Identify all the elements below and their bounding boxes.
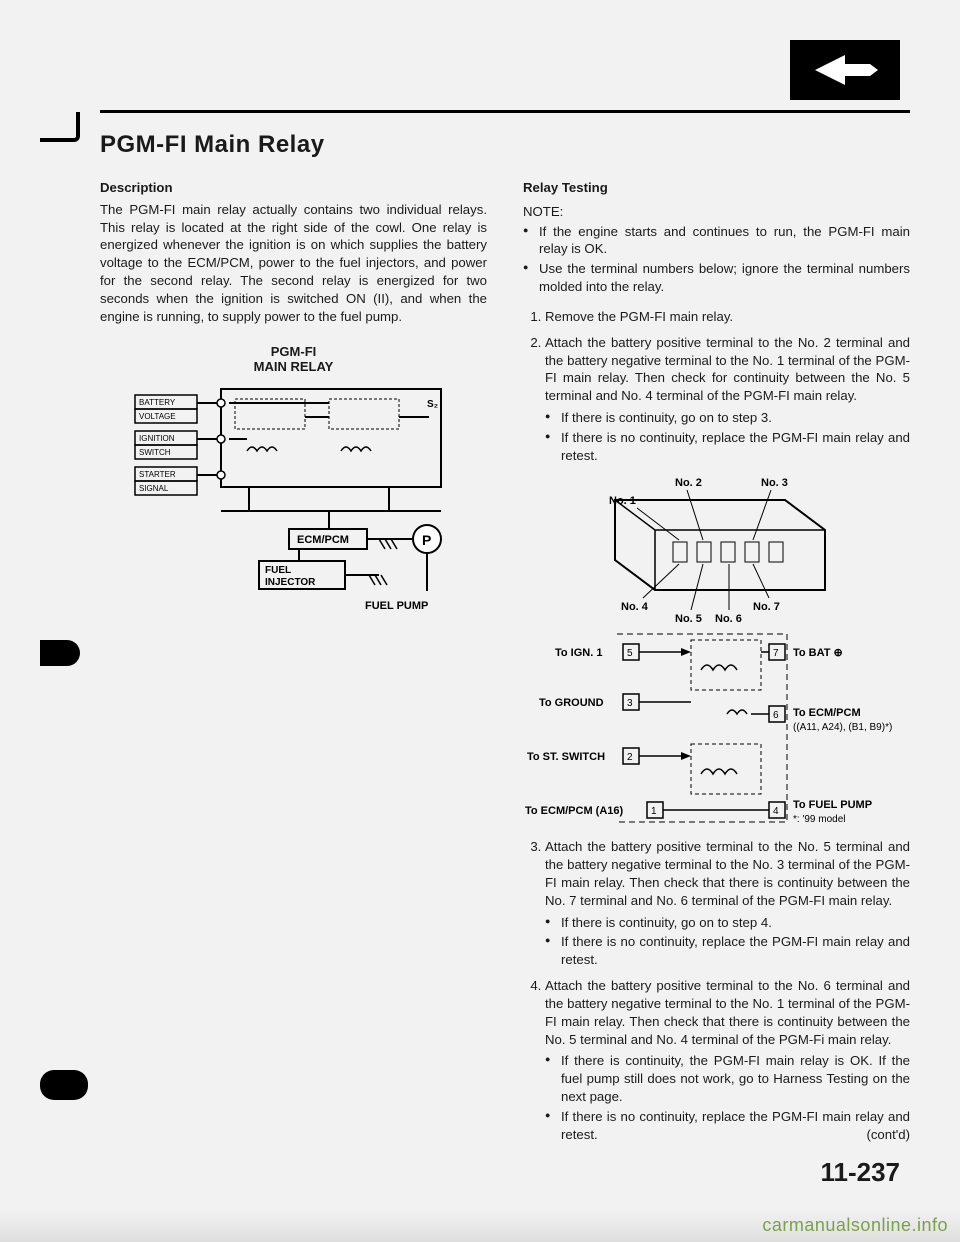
svg-text:To GROUND: To GROUND xyxy=(539,697,604,709)
svg-text:To ECM/PCM: To ECM/PCM xyxy=(793,707,861,719)
note-item: If the engine starts and continues to ru… xyxy=(523,223,910,259)
page-title: PGM-FI Main Relay xyxy=(100,131,910,159)
contd-label: (cont'd) xyxy=(866,1126,910,1144)
substep-item: If there is continuity, the PGM-FI main … xyxy=(545,1052,910,1105)
note-label: NOTE: xyxy=(523,203,910,221)
p-badge: P xyxy=(422,532,431,548)
svg-text:FUEL: FUEL xyxy=(265,565,291,576)
svg-text:5: 5 xyxy=(627,648,633,659)
svg-text:To ECM/PCM (A16): To ECM/PCM (A16) xyxy=(525,805,624,817)
svg-text:To FUEL PUMP: To FUEL PUMP xyxy=(793,799,872,811)
step-item: Attach the battery positive terminal to … xyxy=(545,838,910,969)
substep-item: If there is no continuity, replace the P… xyxy=(545,933,910,969)
substep-text: If there is no continuity, replace the P… xyxy=(561,1109,910,1142)
label: VOLTAGE xyxy=(139,412,176,421)
arrow-logo-icon xyxy=(810,50,880,90)
substep-list: If there is continuity, the PGM-FI main … xyxy=(545,1052,910,1143)
substep-item: If there is no continuity, replace the P… xyxy=(545,429,910,465)
page-number: 11-237 xyxy=(820,1157,900,1188)
label: BATTERY xyxy=(139,398,176,407)
step-text: Attach the battery positive terminal to … xyxy=(545,335,910,403)
manual-page: PGM-FI Main Relay Description The PGM-FI… xyxy=(0,0,960,1242)
svg-text:No. 7: No. 7 xyxy=(753,601,780,613)
note-item: Use the terminal numbers below; ignore t… xyxy=(523,260,910,296)
svg-text:6: 6 xyxy=(773,710,779,721)
step-text: Attach the battery positive terminal to … xyxy=(545,978,910,1046)
caption-line: MAIN RELAY xyxy=(254,359,334,374)
watermark: carmanualsonline.info xyxy=(0,1209,960,1242)
substep-item: If there is continuity, go on to step 4. xyxy=(545,914,910,932)
description-heading: Description xyxy=(100,179,487,197)
svg-text:To BAT ⊕: To BAT ⊕ xyxy=(793,647,843,659)
svg-text:No. 4: No. 4 xyxy=(621,601,649,613)
substep-item: If there is continuity, go on to step 3. xyxy=(545,409,910,427)
svg-text:To ST. SWITCH: To ST. SWITCH xyxy=(527,751,605,763)
svg-text:2: 2 xyxy=(627,752,633,763)
relay-terminal-diagram: No. 2 No. 3 No. 1 xyxy=(525,470,905,830)
ecm-label: ECM/PCM xyxy=(297,534,349,546)
right-column: Relay Testing NOTE: If the engine starts… xyxy=(523,179,910,1151)
svg-text:INJECTOR: INJECTOR xyxy=(265,577,316,588)
step-item: Remove the PGM-FI main relay. xyxy=(545,308,910,326)
left-column: Description The PGM-FI main relay actual… xyxy=(100,179,487,1151)
svg-text:3: 3 xyxy=(627,698,633,709)
top-rule xyxy=(100,110,910,113)
step-item: Attach the battery positive terminal to … xyxy=(545,977,910,1143)
svg-text:*: '99 model: *: '99 model xyxy=(793,814,846,825)
relay-testing-heading: Relay Testing xyxy=(523,179,910,197)
procedure-steps: Remove the PGM-FI main relay. Attach the… xyxy=(523,308,910,1144)
svg-text:No. 5: No. 5 xyxy=(675,613,702,625)
label: IGNITION xyxy=(139,434,175,443)
wiring-diagram: PGM-FI MAIN RELAY BATTERY VOLTAGE IGNITI… xyxy=(100,344,487,621)
substep-list: If there is continuity, go on to step 3.… xyxy=(545,409,910,464)
svg-text:S₂: S₂ xyxy=(427,399,438,410)
wiring-diagram-svg: BATTERY VOLTAGE IGNITION SWITCH STARTER … xyxy=(129,381,459,621)
substep-item: If there is no continuity, replace the P… xyxy=(545,1108,910,1144)
step-item: Attach the battery positive terminal to … xyxy=(545,334,910,831)
label: STARTER xyxy=(139,470,176,479)
svg-text:No. 6: No. 6 xyxy=(715,613,742,625)
label: SIGNAL xyxy=(139,484,169,493)
side-thumb-icon xyxy=(40,640,80,666)
step-text: Attach the battery positive terminal to … xyxy=(545,839,910,907)
two-column-layout: Description The PGM-FI main relay actual… xyxy=(100,179,910,1151)
svg-text:No. 3: No. 3 xyxy=(761,477,788,489)
substep-list: If there is continuity, go on to step 4.… xyxy=(545,914,910,969)
svg-text:4: 4 xyxy=(773,806,779,817)
caption-line: PGM-FI xyxy=(271,344,317,359)
fuel-pump-label: FUEL PUMP xyxy=(365,600,428,612)
svg-text:No. 2: No. 2 xyxy=(675,477,702,489)
label: SWITCH xyxy=(139,448,171,457)
side-thumb-icon xyxy=(40,1070,88,1100)
svg-text:7: 7 xyxy=(773,648,779,659)
section-tab-icon xyxy=(40,112,80,142)
svg-text:((A11, A24), (B1, B9)*): ((A11, A24), (B1, B9)*) xyxy=(793,722,892,733)
note-list: If the engine starts and continues to ru… xyxy=(523,223,910,296)
svg-text:To IGN. 1: To IGN. 1 xyxy=(555,647,602,659)
diagram-caption: PGM-FI MAIN RELAY xyxy=(100,344,487,375)
description-body: The PGM-FI main relay actually contains … xyxy=(100,201,487,326)
svg-text:1: 1 xyxy=(651,806,657,817)
brand-logo xyxy=(790,40,900,100)
